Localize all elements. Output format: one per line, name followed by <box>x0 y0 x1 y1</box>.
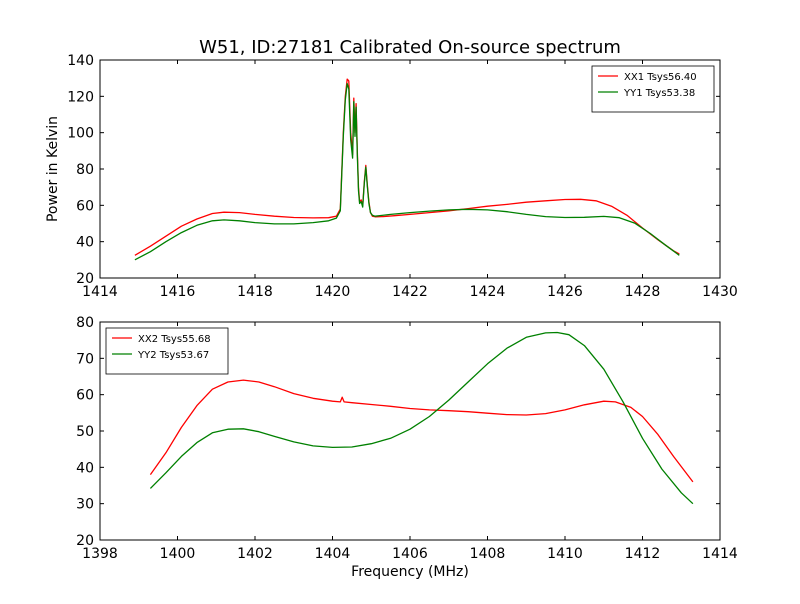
x-tick-label: 1414 <box>702 546 738 562</box>
x-tick-label: 1410 <box>547 546 583 562</box>
y-tick-label: 20 <box>76 533 94 549</box>
y-tick-label: 50 <box>76 424 94 440</box>
y-tick-label: 70 <box>76 351 94 367</box>
y-tick-label: 60 <box>76 198 94 214</box>
x-tick-label: 1424 <box>470 284 506 300</box>
legend-entry: YY1 Tsys53.38 <box>623 88 695 99</box>
legend-box <box>591 65 715 113</box>
series-line-1 <box>149 379 694 483</box>
x-tick-label: 1414 <box>82 284 118 300</box>
y-tick-label: 60 <box>76 388 94 404</box>
x-tick-label: 1406 <box>392 546 428 562</box>
y-tick-label: 30 <box>76 497 94 513</box>
legend: XX2 Tsys55.68 YY2 Tsys53.67 <box>105 327 229 375</box>
series-line-2 <box>134 82 680 261</box>
top-spectrum-panel: 1414 1416 1418 1420 1422 1424 1426 1428 1430 20 40… <box>67 53 738 300</box>
y-tick-label: 40 <box>76 460 94 476</box>
x-tick-label: 1420 <box>315 284 351 300</box>
x-tick-label: 1398 <box>82 546 118 562</box>
series-line-1 <box>134 78 680 256</box>
legend-box <box>105 327 229 375</box>
legend-entry: YY2 Tsys53.67 <box>137 350 209 361</box>
x-tick-label: 1430 <box>702 284 738 300</box>
legend: XX1 Tsys56.40 YY1 Tsys53.38 <box>591 65 715 113</box>
x-tick-label: 1418 <box>237 284 273 300</box>
figure-title: W51, ID:27181 Calibrated On-source spect… <box>199 37 621 58</box>
legend-entry: XX2 Tsys55.68 <box>138 334 211 345</box>
y-tick-label: 100 <box>67 126 94 142</box>
y-tick-label: 20 <box>76 271 94 287</box>
series-line-2 <box>149 331 694 505</box>
bottom-spectrum-panel: 1398 1400 1402 1404 1406 1408 1410 1412 1414 20 30… <box>76 315 738 562</box>
x-tick-label: 1404 <box>315 546 351 562</box>
x-tick-label: 1400 <box>160 546 196 562</box>
y-tick-label: 80 <box>76 162 94 178</box>
x-tick-label: 1422 <box>392 284 428 300</box>
x-axis-label: Frequency (MHz) <box>351 564 469 580</box>
x-tick-label: 1402 <box>237 546 273 562</box>
x-tick-label: 1416 <box>160 284 196 300</box>
legend-entry: XX1 Tsys56.40 <box>624 72 697 83</box>
y-axis-label: Power in Kelvin <box>45 116 61 222</box>
y-tick-label: 140 <box>67 53 94 69</box>
y-tick-label: 40 <box>76 235 94 251</box>
y-tick-label: 80 <box>76 315 94 331</box>
x-tick-label: 1412 <box>625 546 661 562</box>
x-tick-label: 1428 <box>625 284 661 300</box>
y-tick-label: 120 <box>67 89 94 105</box>
x-tick-label: 1426 <box>547 284 583 300</box>
x-tick-label: 1408 <box>470 546 506 562</box>
